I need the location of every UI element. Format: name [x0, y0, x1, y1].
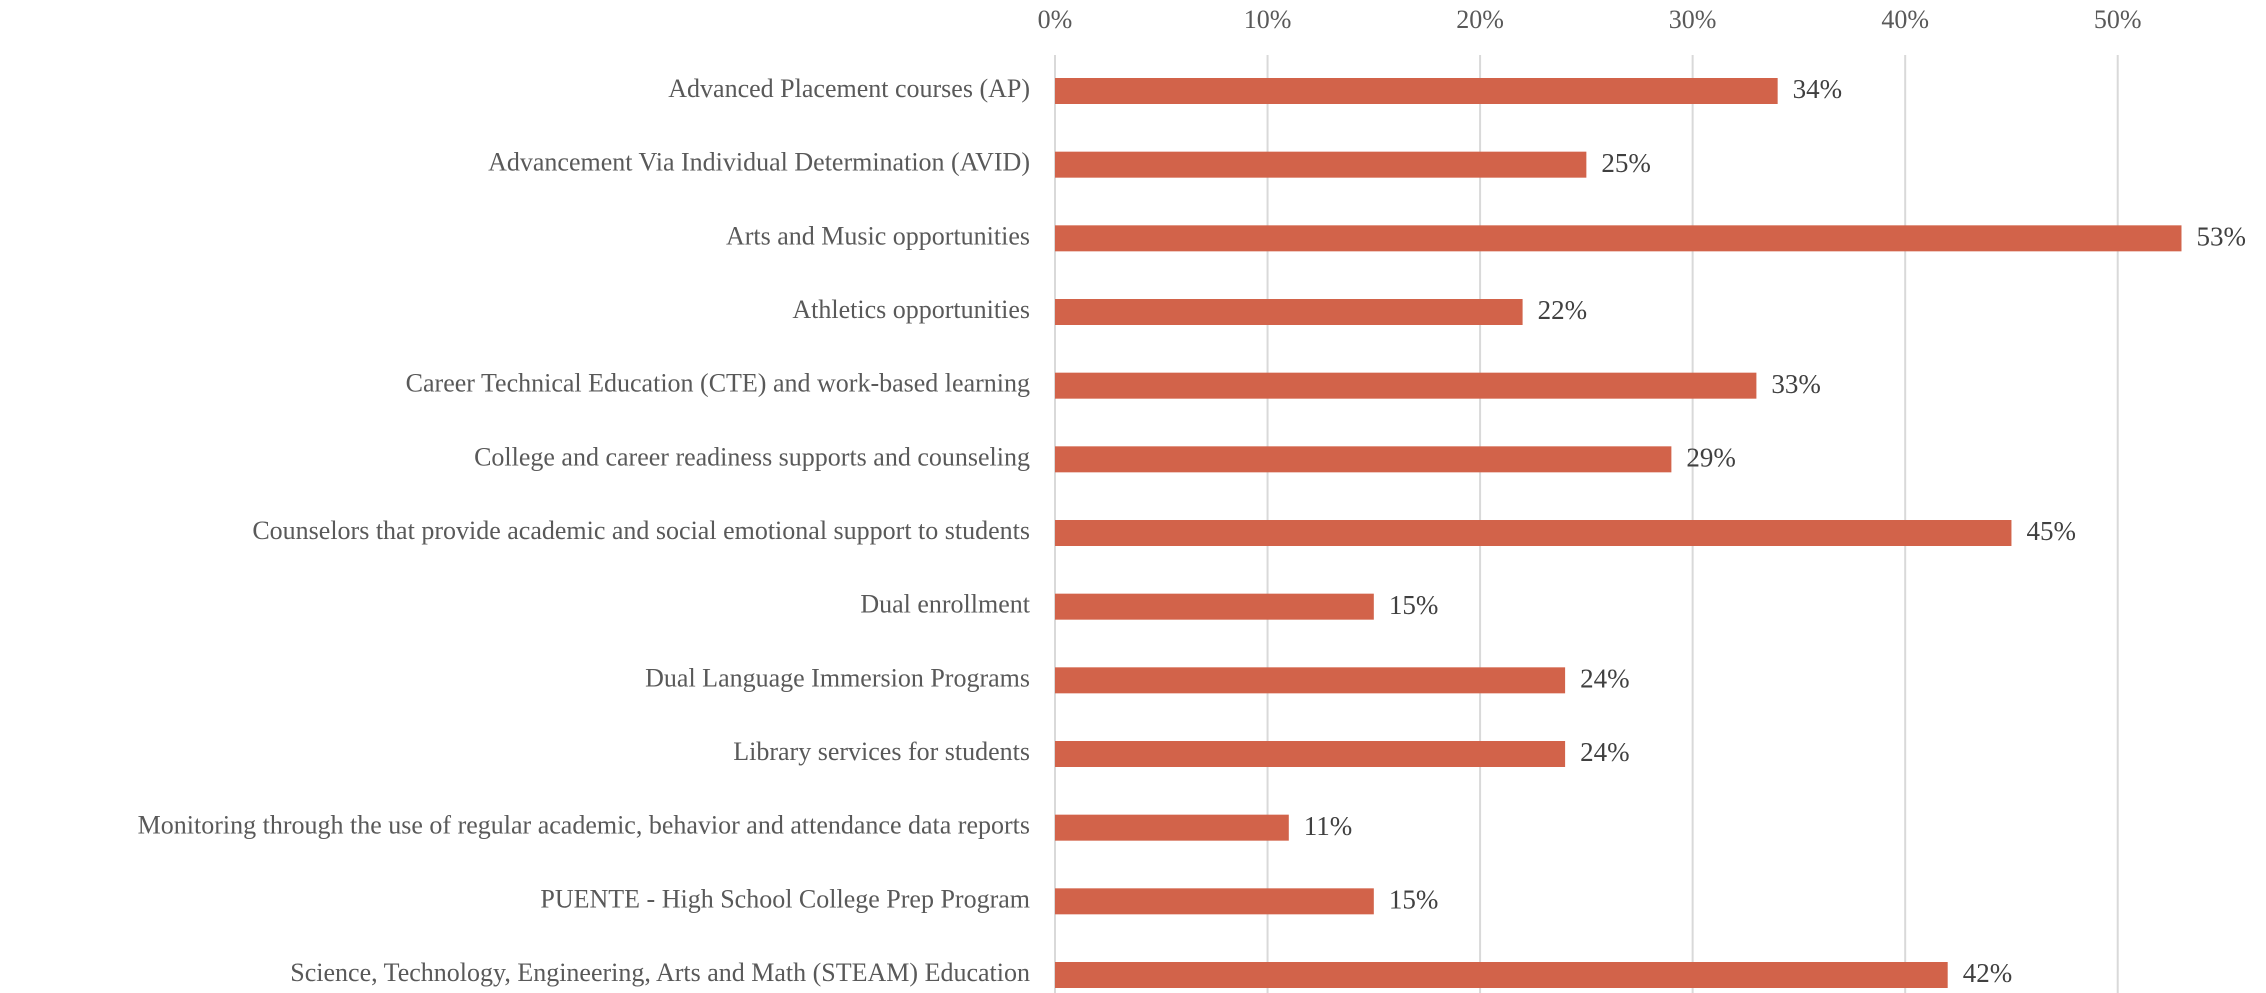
y-tick-label: PUENTE - High School College Prep Progra…: [540, 884, 1030, 913]
value-label: 24%: [1580, 737, 1630, 767]
bar: [1055, 888, 1374, 915]
value-label: 11%: [1304, 811, 1353, 841]
x-tick-label: 40%: [1881, 5, 1929, 34]
value-label: 45%: [2026, 516, 2076, 546]
value-label: 22%: [1538, 295, 1588, 325]
y-tick-label: Arts and Music opportunities: [726, 221, 1030, 250]
value-label: 15%: [1389, 590, 1439, 620]
x-tick-label: 30%: [1669, 5, 1717, 34]
x-tick-label: 10%: [1244, 5, 1292, 34]
value-label: 15%: [1389, 885, 1439, 915]
y-tick-label: Advanced Placement courses (AP): [668, 74, 1030, 103]
value-label: 34%: [1793, 74, 1843, 104]
value-label: 25%: [1601, 148, 1651, 178]
y-tick-label: Dual Language Immersion Programs: [645, 663, 1030, 692]
x-tick-label: 0%: [1038, 5, 1073, 34]
y-tick-label: Science, Technology, Engineering, Arts a…: [290, 958, 1030, 987]
y-tick-label: Advancement Via Individual Determination…: [488, 148, 1030, 177]
x-tick-label: 20%: [1456, 5, 1504, 34]
value-label: 29%: [1686, 443, 1736, 473]
bar: [1055, 446, 1672, 473]
y-tick-label: Athletics opportunities: [792, 295, 1030, 324]
value-label: 24%: [1580, 664, 1630, 694]
y-tick-label: Counselors that provide academic and soc…: [252, 516, 1030, 545]
bar: [1055, 593, 1374, 620]
y-tick-label: Career Technical Education (CTE) and wor…: [406, 369, 1030, 398]
bar: [1055, 741, 1566, 767]
bar: [1055, 667, 1566, 694]
bar: [1055, 962, 1948, 988]
bar: [1055, 78, 1778, 104]
value-label: 33%: [1771, 369, 1821, 399]
y-tick-label: College and career readiness supports an…: [474, 442, 1030, 471]
bar: [1055, 225, 2182, 252]
x-tick-label: 50%: [2094, 5, 2142, 34]
bar: [1055, 814, 1289, 841]
y-tick-label: Monitoring through the use of regular ac…: [138, 811, 1030, 840]
value-label: 42%: [1963, 958, 2013, 988]
value-label: 53%: [2196, 222, 2246, 252]
bar: [1055, 520, 2012, 546]
bar: [1055, 372, 1757, 399]
y-tick-label: Dual enrollment: [860, 590, 1030, 619]
bar: [1055, 151, 1587, 178]
bar: [1055, 299, 1523, 325]
y-tick-label: Library services for students: [733, 737, 1030, 766]
